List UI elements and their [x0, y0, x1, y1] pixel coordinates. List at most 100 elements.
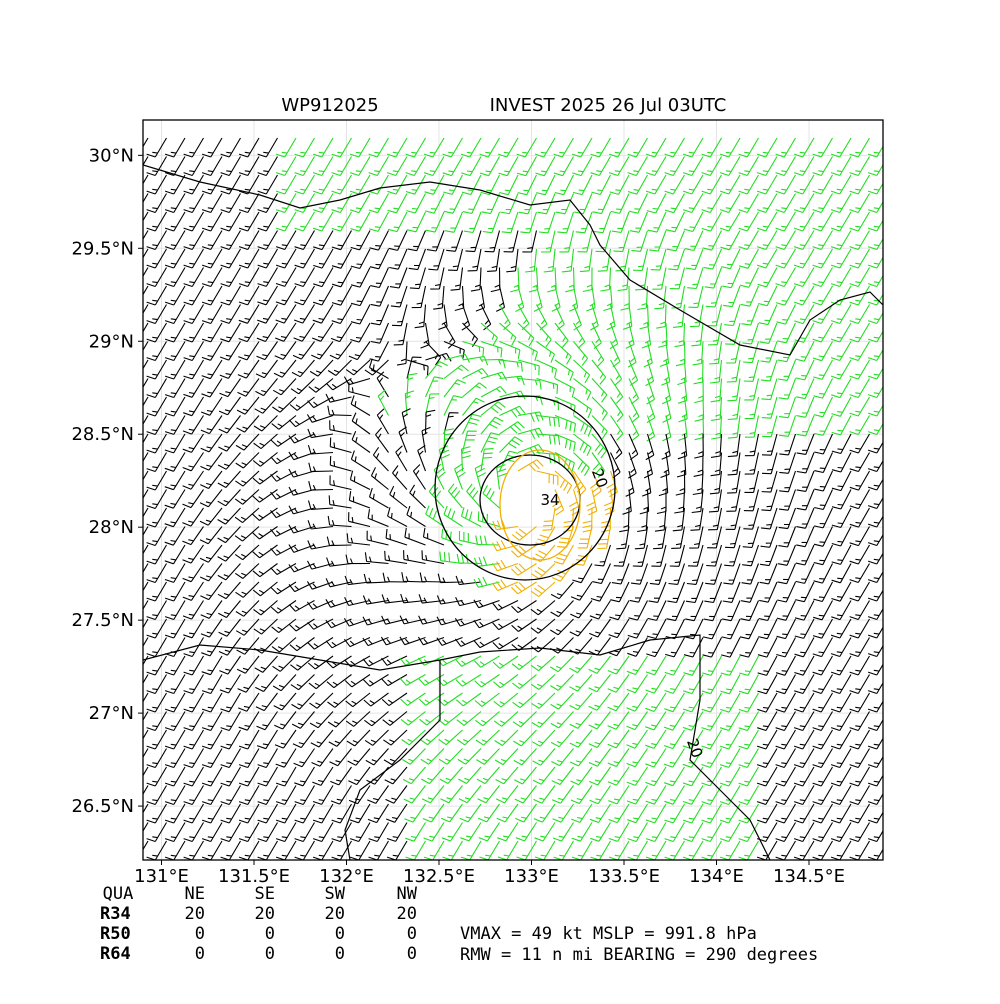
wind-barb: [591, 322, 602, 350]
wind-barb: [634, 526, 649, 550]
wind-barb: [724, 544, 741, 567]
wind-barb: [708, 507, 723, 531]
wind-barb: [441, 822, 463, 842]
wind-barb: [436, 636, 463, 646]
wind-barb: [275, 304, 297, 324]
y-tick-label: 30°N: [89, 145, 134, 166]
wind-barb: [682, 711, 704, 731]
wind-barb: [272, 396, 297, 413]
wind-barb: [775, 711, 796, 732]
wind-barb: [465, 230, 482, 253]
wind-barb: [645, 174, 667, 195]
wind-barb: [646, 618, 667, 640]
wind-barb: [217, 544, 241, 562]
wind-barb: [476, 748, 500, 765]
wind-barb: [350, 230, 371, 251]
wind-barb: [708, 489, 723, 513]
wind-barb: [256, 341, 278, 361]
wind-barb: [407, 230, 427, 252]
wind-barb: [739, 637, 759, 658]
wind-barb: [629, 211, 649, 233]
wind-barb: [143, 415, 149, 426]
wind-barb: [494, 748, 519, 766]
wind-barb: [794, 637, 815, 658]
wind-barb: [409, 484, 426, 509]
wind-barb: [554, 378, 576, 398]
wind-barb: [289, 637, 315, 652]
wind-barb: [364, 729, 389, 746]
wind-barb: [454, 618, 482, 627]
wind-barb: [384, 766, 408, 785]
wind-barb: [474, 674, 500, 688]
wind-barb: [656, 304, 667, 329]
wind-barb: [536, 470, 559, 486]
wind-barb: [702, 230, 722, 251]
wind-barb: [628, 452, 637, 479]
wind-barb: [252, 581, 278, 597]
wind-barb: [288, 468, 315, 478]
wind-barb: [146, 581, 167, 602]
wind-barb: [423, 137, 445, 158]
wind-barb: [531, 563, 556, 580]
wind-barb: [421, 785, 445, 804]
wind-barb: [613, 230, 630, 253]
wind-barb: [849, 193, 870, 214]
wind-barb: [237, 359, 260, 379]
wind-barb: [794, 304, 815, 325]
wind-barb: [570, 785, 593, 805]
wind-barb: [849, 711, 870, 732]
wind-barb: [343, 636, 371, 648]
wind-barb: [462, 382, 487, 398]
wind-barb: [330, 766, 352, 786]
wind-barb: [740, 285, 760, 307]
wind-barb: [417, 444, 427, 472]
wind-barb: [473, 637, 500, 649]
wind-barb: [499, 322, 517, 346]
wind-barb: [664, 785, 685, 805]
table-cell: 0: [407, 944, 417, 964]
wind-barb: [812, 156, 833, 177]
wind-barb: [475, 711, 500, 727]
wind-barb: [812, 729, 833, 750]
wind-barb: [143, 248, 149, 259]
wind-barb: [382, 711, 408, 726]
wind-barb: [795, 544, 815, 566]
wind-barb: [312, 174, 334, 195]
wind-barb: [409, 267, 427, 290]
wind-barb: [849, 415, 870, 436]
wind-barb: [530, 655, 556, 672]
wind-barb: [428, 483, 445, 509]
wind-barb: [574, 544, 593, 566]
wind-barb: [164, 156, 186, 177]
wind-barb: [201, 396, 223, 416]
table-cell: 20: [325, 904, 345, 924]
wind-barb: [511, 526, 537, 541]
wind-barb: [201, 822, 223, 843]
wind-barb: [143, 803, 149, 814]
wind-barb: [513, 748, 537, 766]
wind-barb: [220, 803, 241, 824]
wind-barb: [631, 230, 649, 252]
wind-barb: [778, 489, 797, 511]
wind-barb: [589, 785, 611, 805]
wind-barb: [646, 415, 656, 442]
wind-barb: [484, 230, 501, 253]
wind-barb: [312, 822, 334, 843]
wind-barb: [183, 729, 204, 750]
wind-barb: [143, 285, 149, 296]
wind-barb: [253, 415, 278, 432]
wind-barb: [143, 359, 149, 370]
wind-barb: [831, 415, 852, 436]
wind-barb: [398, 426, 408, 453]
wind-barb: [741, 304, 760, 326]
wind-barb: [312, 785, 334, 805]
wind-barb: [627, 174, 648, 195]
wind-barb: [628, 396, 640, 423]
wind-barb: [758, 600, 778, 622]
wind-barb: [701, 822, 722, 843]
wind-barb: [849, 174, 870, 195]
wind-barb: [687, 267, 704, 290]
wind-barb: [793, 211, 815, 232]
wind-barb: [143, 452, 149, 463]
wind-barb: [830, 748, 852, 769]
